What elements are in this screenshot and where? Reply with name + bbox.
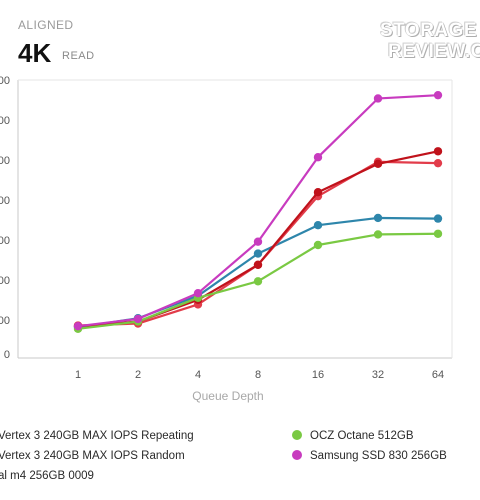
y-tick-label: 00 [0, 235, 10, 247]
watermark-line-1: STORAGE [380, 20, 478, 41]
x-tick-label: 2 [135, 369, 141, 381]
series-3-point [253, 260, 263, 269]
series-1-point [433, 214, 443, 223]
legend-label: Vertex 3 240GB MAX IOPS Repeating [0, 430, 194, 442]
series-4-point [433, 229, 443, 238]
series-4-point [313, 240, 323, 250]
y-tick-label: 0 [4, 349, 10, 361]
series-1-point [253, 249, 263, 258]
chart-kicker: ALIGNED [18, 18, 74, 32]
series-5-point [433, 90, 443, 100]
x-tick-label: 16 [312, 369, 324, 381]
chart-title: 4K [18, 38, 52, 68]
y-tick-label: 00 [0, 315, 10, 327]
legend-marker-dot [292, 430, 302, 440]
series-5-point [253, 237, 263, 246]
series-5-point [193, 288, 203, 298]
x-tick-label: 32 [372, 369, 384, 381]
x-tick-label: 64 [432, 369, 444, 381]
y-tick-label: 00 [0, 115, 10, 127]
legend-marker-dot [292, 450, 302, 460]
y-tick-label: 00 [0, 155, 10, 167]
y-tick-label: 00 [0, 195, 10, 207]
series-4-point [253, 277, 263, 286]
series-3-point [373, 159, 383, 169]
legend-item-5: Samsung SSD 830 256GB [292, 450, 447, 462]
series-5-point [133, 314, 143, 324]
x-tick-label: 4 [195, 369, 201, 381]
legend-item-3: al m4 256GB 0009 [0, 470, 94, 482]
series-1-point [313, 221, 323, 230]
series-3-point [313, 188, 323, 197]
legend-label: Vertex 3 240GB MAX IOPS Random [0, 450, 185, 462]
legend-label: OCZ Octane 512GB [310, 430, 414, 442]
series-line-5 [76, 94, 440, 328]
x-tick-label: 1 [75, 369, 81, 381]
legend-item-2: Vertex 3 240GB MAX IOPS Random [0, 450, 185, 462]
legend-item-4: OCZ Octane 512GB [292, 430, 414, 442]
series-5-point [313, 153, 323, 162]
legend-label: al m4 256GB 0009 [0, 470, 94, 482]
series-1-point [373, 213, 383, 223]
legend-item-1: Vertex 3 240GB MAX IOPS Repeating [0, 430, 194, 442]
watermark-line-2: REVIEW.COM [388, 41, 480, 62]
chart-legend: Vertex 3 240GB MAX IOPS Repeating Vertex… [0, 424, 480, 500]
chart-subtitle: READ [62, 50, 95, 62]
series-2-point [433, 158, 443, 168]
y-tick-label: 00 [0, 275, 10, 287]
series-4-point [373, 230, 383, 239]
legend-label: Samsung SSD 830 256GB [310, 450, 447, 462]
x-tick-label: 8 [255, 369, 261, 381]
y-tick-label: 00 [0, 75, 10, 87]
series-5-point [73, 321, 83, 331]
x-axis-title: Queue Depth [192, 389, 263, 403]
series-3-point [433, 147, 443, 156]
series-5-point [373, 94, 383, 103]
storagereview-watermark-logo: STORAGE REVIEW.COM [380, 20, 480, 70]
